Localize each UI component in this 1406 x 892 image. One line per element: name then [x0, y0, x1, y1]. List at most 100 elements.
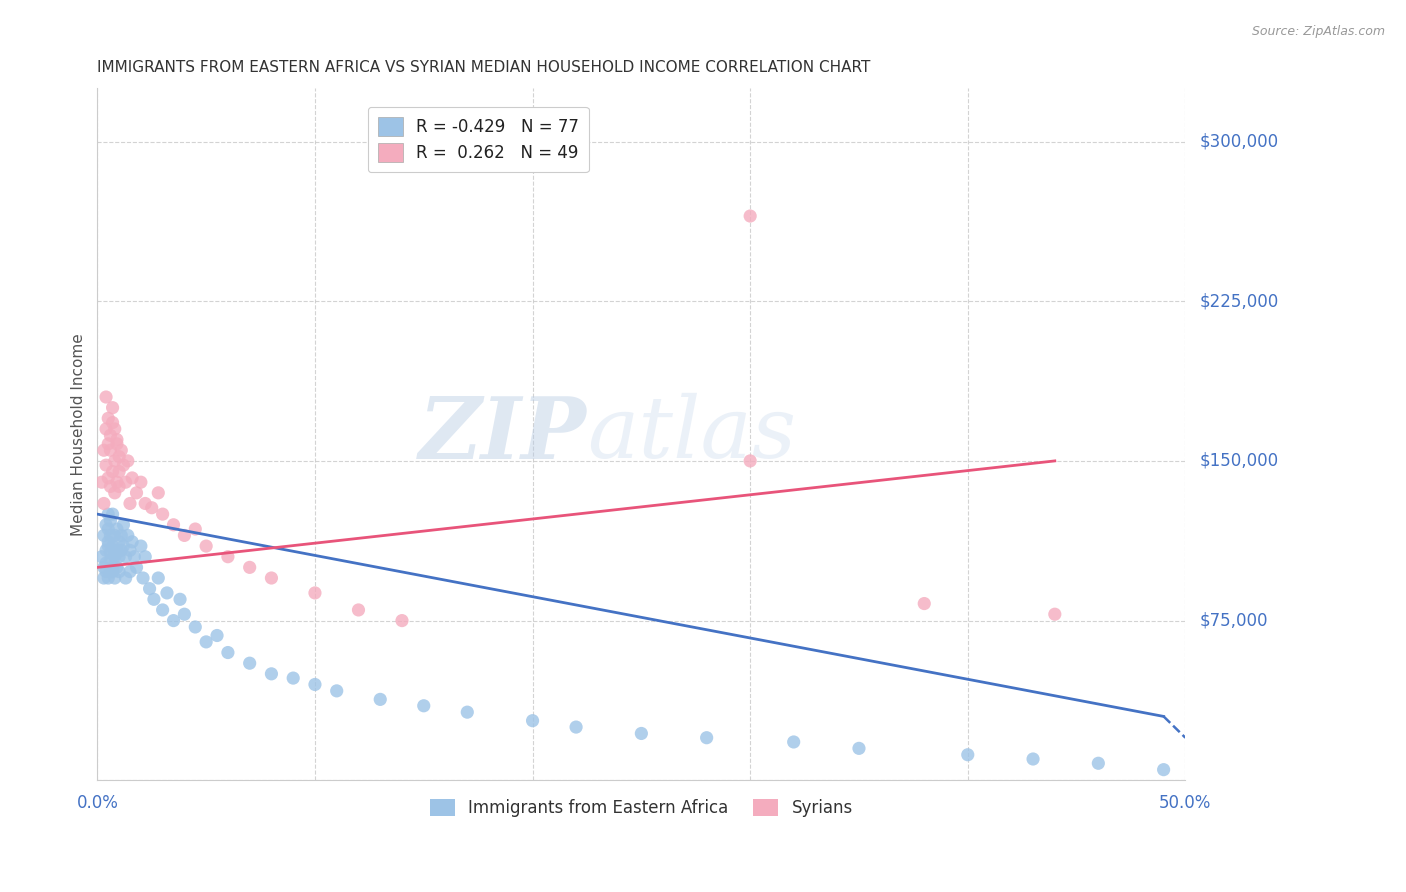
Point: [217, 549, 239, 564]
Point: [217, 646, 239, 660]
Point: [105, 560, 128, 574]
Point: [108, 450, 131, 464]
Point: [118, 565, 141, 579]
Point: [368, 692, 391, 706]
Point: [100, 514, 122, 528]
Point: [108, 479, 131, 493]
Point: [105, 475, 128, 490]
Text: Source: ZipAtlas.com: Source: ZipAtlas.com: [1251, 25, 1385, 38]
Point: [90, 475, 112, 490]
Point: [630, 726, 652, 740]
Point: [100, 545, 122, 559]
Point: [740, 454, 762, 468]
Point: [97, 411, 120, 425]
Point: [347, 603, 370, 617]
Point: [105, 522, 128, 536]
Point: [912, 597, 935, 611]
Y-axis label: Median Household Income: Median Household Income: [72, 333, 86, 536]
Point: [117, 454, 139, 468]
Point: [1087, 756, 1109, 771]
Point: [104, 422, 127, 436]
Point: [101, 539, 124, 553]
Legend: Immigrants from Eastern Africa, Syrians: Immigrants from Eastern Africa, Syrians: [423, 792, 859, 824]
Point: [100, 443, 122, 458]
Point: [105, 433, 128, 447]
Point: [304, 677, 326, 691]
Point: [101, 560, 124, 574]
Point: [108, 534, 131, 549]
Point: [100, 479, 122, 493]
Point: [260, 571, 283, 585]
Point: [169, 592, 191, 607]
Point: [121, 534, 143, 549]
Point: [124, 549, 146, 564]
Text: $75,000: $75,000: [1199, 612, 1268, 630]
Point: [104, 486, 127, 500]
Point: [696, 731, 718, 745]
Point: [205, 628, 228, 642]
Point: [142, 592, 165, 607]
Point: [101, 465, 124, 479]
Point: [94, 565, 117, 579]
Point: [195, 635, 218, 649]
Point: [110, 528, 132, 542]
Point: [117, 528, 139, 542]
Point: [138, 582, 160, 596]
Point: [152, 603, 174, 617]
Point: [114, 571, 136, 585]
Point: [93, 571, 115, 585]
Point: [1153, 763, 1175, 777]
Text: 0.0%: 0.0%: [76, 794, 118, 813]
Point: [101, 401, 124, 415]
Point: [105, 543, 128, 558]
Point: [740, 209, 762, 223]
Point: [156, 586, 179, 600]
Point: [173, 607, 195, 622]
Point: [412, 698, 434, 713]
Point: [94, 458, 117, 472]
Text: ZIP: ZIP: [419, 392, 586, 476]
Point: [110, 443, 132, 458]
Point: [97, 571, 120, 585]
Point: [94, 543, 117, 558]
Point: [148, 571, 170, 585]
Point: [100, 528, 122, 542]
Point: [101, 416, 124, 430]
Point: [184, 522, 207, 536]
Point: [104, 548, 127, 562]
Point: [104, 528, 127, 542]
Point: [391, 614, 413, 628]
Point: [104, 454, 127, 468]
Point: [93, 560, 115, 574]
Point: [110, 543, 132, 558]
Point: [1022, 752, 1045, 766]
Point: [97, 437, 120, 451]
Point: [195, 539, 218, 553]
Point: [97, 522, 120, 536]
Point: [90, 549, 112, 564]
Point: [325, 684, 347, 698]
Point: [141, 500, 163, 515]
Point: [105, 437, 128, 451]
Point: [260, 666, 283, 681]
Point: [134, 549, 156, 564]
Point: [97, 471, 120, 485]
Point: [97, 507, 120, 521]
Point: [148, 486, 170, 500]
Point: [112, 539, 135, 553]
Point: [114, 475, 136, 490]
Point: [101, 565, 124, 579]
Point: [173, 528, 195, 542]
Point: [93, 443, 115, 458]
Point: [121, 471, 143, 485]
Point: [114, 549, 136, 564]
Point: [152, 507, 174, 521]
Point: [94, 517, 117, 532]
Point: [162, 614, 184, 628]
Point: [112, 517, 135, 532]
Point: [456, 705, 478, 719]
Point: [97, 539, 120, 553]
Point: [93, 528, 115, 542]
Point: [100, 428, 122, 442]
Point: [100, 565, 122, 579]
